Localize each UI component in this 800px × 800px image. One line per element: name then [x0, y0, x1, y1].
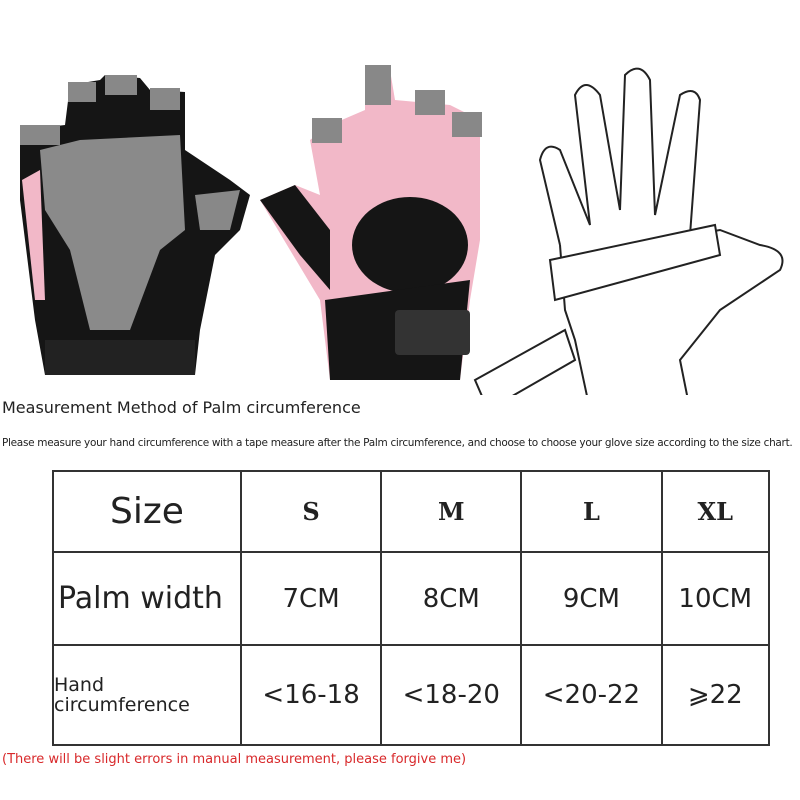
table-row: Palm width 7CM 8CM 9CM 10CM: [52, 551, 771, 646]
size-header: Size: [52, 470, 242, 553]
size-chart-table: Size S M L XL Palm width 7CM 8CM 9CM 10C…: [52, 470, 771, 746]
size-l: L: [520, 470, 663, 553]
table-cell: 10CM: [660, 551, 771, 646]
size-s: S: [239, 470, 383, 553]
table-cell: 8CM: [380, 551, 523, 646]
table-cell: 7CM: [239, 551, 383, 646]
table-cell: ⩾22: [660, 644, 771, 746]
table-cell: <20-22: [520, 644, 663, 746]
palm-width-label: Palm width: [52, 551, 242, 646]
hand-measurement-drawing: [473, 67, 784, 395]
table-row: Hand circumference <16-18 <18-20 <20-22 …: [52, 644, 771, 746]
instructions-text: Please measure your hand circumference w…: [2, 437, 793, 449]
hand-circumference-label: Hand circumference: [52, 644, 242, 746]
glove-back-image: [260, 65, 482, 380]
glove-palm-image: [20, 75, 250, 375]
size-m: M: [380, 470, 523, 553]
disclaimer-note: (There will be slight errors in manual m…: [2, 752, 467, 767]
size-xl: XL: [660, 470, 771, 553]
table-cell: 9CM: [520, 551, 663, 646]
page-heading: Measurement Method of Palm circumference: [2, 398, 361, 417]
product-illustration: [20, 65, 784, 395]
table-row: Size S M L XL: [52, 470, 771, 553]
table-cell: <16-18: [239, 644, 383, 746]
table-cell: <18-20: [380, 644, 523, 746]
